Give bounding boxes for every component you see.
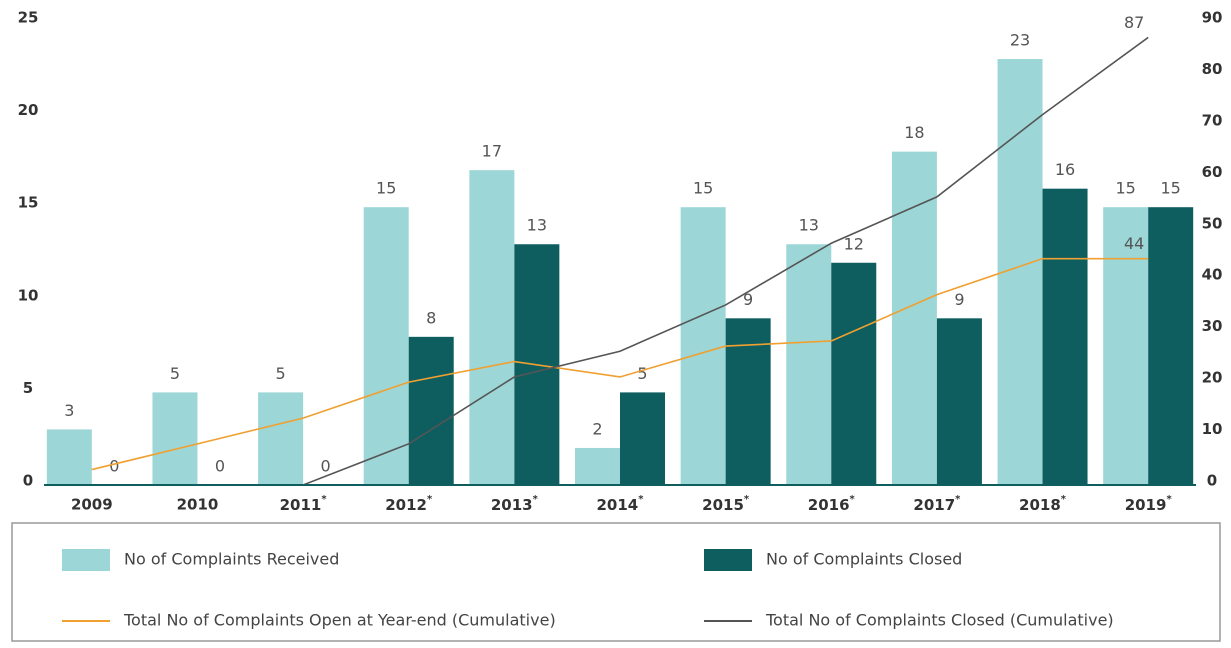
bar [469, 170, 515, 485]
data-label: 5 [275, 364, 285, 383]
y2-tick-label: 40 [1202, 266, 1223, 284]
x-tick-label: 2013* [491, 494, 539, 514]
bar [408, 336, 454, 485]
y-tick-label: 25 [18, 9, 39, 27]
y-tick-label: 15 [18, 194, 39, 212]
legend-swatch [62, 549, 110, 571]
x-tick-label: 2012* [385, 494, 433, 514]
data-label: 16 [1055, 160, 1075, 179]
y2-tick-label: 90 [1202, 9, 1223, 27]
data-label: 9 [954, 290, 964, 309]
x-tick-text: 2019 [1125, 496, 1167, 514]
data-label: 2 [592, 419, 602, 438]
bar [152, 392, 198, 485]
x-tick-text: 2015 [702, 496, 744, 514]
legend-label: No of Complaints Received [124, 550, 339, 569]
x-tick-footnote: * [955, 494, 961, 505]
bar [725, 318, 771, 485]
bar [575, 447, 620, 485]
data-label: 8 [426, 308, 436, 327]
line-label: 87 [1124, 13, 1144, 32]
y2-tick-label: 70 [1202, 111, 1223, 129]
data-label: 15 [376, 179, 396, 198]
x-tick-footnote: * [638, 494, 644, 505]
y-tick-label: 10 [18, 286, 39, 304]
legend-box [11, 522, 1221, 642]
x-tick-label: 2015* [702, 494, 750, 514]
data-label: 15 [1116, 179, 1136, 198]
bar [46, 429, 92, 485]
line [91, 36, 1149, 486]
x-tick-footnote: * [427, 494, 433, 505]
bar [620, 392, 665, 485]
y-tick-label: 20 [18, 101, 39, 119]
data-label: 15 [1161, 179, 1181, 198]
data-label: 13 [799, 216, 819, 235]
legend-label: No of Complaints Closed [766, 550, 962, 569]
bar [786, 244, 832, 485]
legend-label: Total No of Complaints Open at Year-end … [123, 611, 556, 630]
data-label: 15 [693, 179, 713, 198]
x-tick-footnote: * [533, 494, 539, 505]
x-tick-footnote: * [321, 494, 327, 505]
y-tick-label: 0 [23, 472, 33, 490]
x-tick-text: 2013 [491, 496, 533, 514]
legend-label: Total No of Complaints Closed (Cumulativ… [765, 611, 1114, 630]
x-tick-text: 2016 [808, 496, 850, 514]
x-tick-label: 2009 [71, 496, 113, 514]
data-label: 5 [637, 364, 647, 383]
legend-swatch [704, 549, 752, 571]
x-tick-text: 2011 [280, 496, 322, 514]
bar [1103, 207, 1149, 485]
bar [1148, 207, 1194, 485]
x-tick-label: 2014* [597, 494, 645, 514]
data-label: 23 [1010, 31, 1030, 50]
line [91, 257, 1149, 471]
x-tick-footnote: * [1061, 494, 1067, 505]
data-label: 3 [64, 401, 74, 420]
bar [363, 207, 409, 485]
data-label: 12 [844, 234, 864, 253]
x-tick-text: 2017 [913, 496, 955, 514]
data-label: 0 [320, 457, 330, 476]
data-label: 9 [743, 290, 753, 309]
data-label: 18 [904, 123, 924, 142]
bar [258, 392, 304, 485]
data-label: 13 [527, 216, 547, 235]
y2-tick-label: 20 [1202, 369, 1223, 387]
data-label: 5 [170, 364, 180, 383]
data-label: 0 [215, 457, 225, 476]
x-tick-label: 2018* [1019, 494, 1067, 514]
data-label: 0 [109, 457, 119, 476]
x-tick-text: 2012 [385, 496, 427, 514]
x-tick-label: 2016* [808, 494, 856, 514]
x-tick-label: 2011* [280, 494, 328, 514]
y2-tick-label: 50 [1202, 214, 1223, 232]
y2-tick-label: 60 [1202, 163, 1223, 181]
bar [680, 207, 726, 485]
y2-tick-label: 0 [1207, 472, 1217, 490]
y2-tick-label: 10 [1202, 420, 1223, 438]
x-tick-footnote: * [744, 494, 750, 505]
data-label: 17 [482, 142, 502, 161]
x-tick-label: 2017* [913, 494, 961, 514]
x-tick-text: 2014 [597, 496, 639, 514]
y2-tick-label: 80 [1202, 60, 1223, 78]
x-tick-footnote: * [1166, 494, 1172, 505]
line-label: 44 [1124, 234, 1144, 253]
bar [891, 151, 937, 485]
x-tick-footnote: * [850, 494, 856, 505]
x-tick-label: 2010 [177, 496, 219, 514]
y-tick-label: 5 [23, 379, 33, 397]
x-tick-label: 2019* [1125, 494, 1173, 514]
x-tick-text: 2018 [1019, 496, 1061, 514]
y2-tick-label: 30 [1202, 317, 1223, 335]
bar [936, 318, 982, 485]
bar [831, 262, 877, 485]
bar [1042, 188, 1088, 485]
